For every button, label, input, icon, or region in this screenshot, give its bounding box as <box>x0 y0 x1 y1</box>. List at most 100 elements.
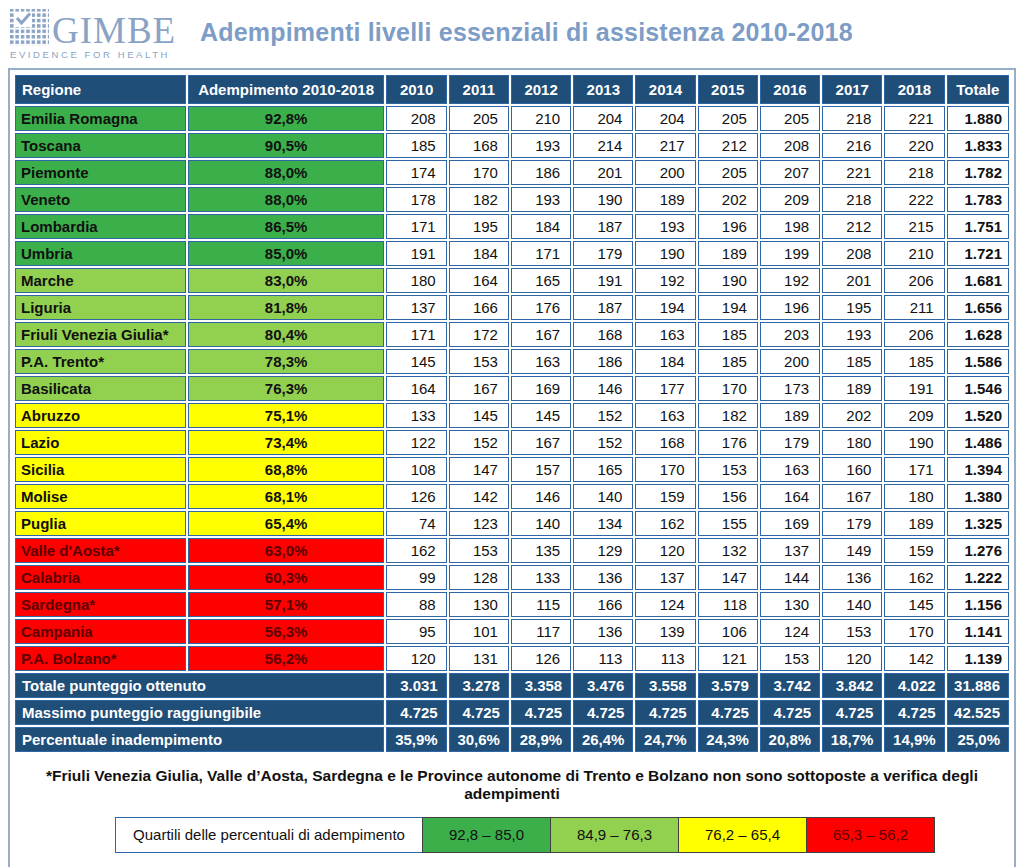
year-value-cell: 165 <box>573 457 633 482</box>
year-value-cell: 122 <box>386 430 446 455</box>
year-value-cell: 124 <box>760 619 820 644</box>
year-value-cell: 184 <box>449 241 509 266</box>
year-value-cell: 204 <box>573 106 633 131</box>
year-value-cell: 186 <box>573 349 633 374</box>
column-header: Totale <box>947 75 1009 104</box>
column-header: 2012 <box>511 75 571 104</box>
adempimento-cell: 81,8% <box>188 295 385 320</box>
row-total-cell: 1.486 <box>947 430 1009 455</box>
year-value-cell: 205 <box>449 106 509 131</box>
adempimento-cell: 90,5% <box>188 133 385 158</box>
row-total-cell: 1.276 <box>947 538 1009 563</box>
row-total-cell: 1.222 <box>947 565 1009 590</box>
year-value-cell: 113 <box>635 646 695 671</box>
year-value-cell: 132 <box>698 538 758 563</box>
table-row: Lazio73,4%1221521671521681761791801901.4… <box>15 430 1009 455</box>
table-row: Abruzzo75,1%1331451451521631821892022091… <box>15 403 1009 428</box>
row-total-cell: 1.833 <box>947 133 1009 158</box>
year-value-cell: 196 <box>698 214 758 239</box>
year-value-cell: 165 <box>511 268 571 293</box>
region-cell: Valle d'Aosta* <box>15 538 186 563</box>
year-value-cell: 186 <box>511 160 571 185</box>
year-value-cell: 182 <box>449 187 509 212</box>
summary-value-cell: 4.725 <box>698 700 758 725</box>
year-value-cell: 113 <box>573 646 633 671</box>
region-cell: Lazio <box>15 430 186 455</box>
year-value-cell: 209 <box>884 403 944 428</box>
legend-item: 65,3 – 56,2 <box>806 817 935 853</box>
year-value-cell: 199 <box>760 241 820 266</box>
year-value-cell: 212 <box>822 214 882 239</box>
column-header: 2016 <box>760 75 820 104</box>
region-cell: Lombardia <box>15 214 186 239</box>
year-value-cell: 145 <box>884 592 944 617</box>
year-value-cell: 171 <box>386 322 446 347</box>
gimbe-logo-main: GIMBE <box>10 8 182 48</box>
summary-total-cell: 42.525 <box>947 700 1009 725</box>
year-value-cell: 195 <box>822 295 882 320</box>
year-value-cell: 168 <box>573 322 633 347</box>
table-row: Veneto88,0%1781821931901892022092182221.… <box>15 187 1009 212</box>
grid-check-icon <box>10 8 52 48</box>
year-value-cell: 200 <box>635 160 695 185</box>
year-value-cell: 137 <box>635 565 695 590</box>
year-value-cell: 185 <box>698 349 758 374</box>
year-value-cell: 144 <box>760 565 820 590</box>
summary-value-cell: 14,9% <box>884 727 944 752</box>
year-value-cell: 162 <box>884 565 944 590</box>
table-row: Molise68,1%1261421461401591561641671801.… <box>15 484 1009 509</box>
region-cell: Umbria <box>15 241 186 266</box>
year-value-cell: 162 <box>635 511 695 536</box>
adempimento-cell: 78,3% <box>188 349 385 374</box>
region-cell: P.A. Bolzano* <box>15 646 186 671</box>
year-value-cell: 189 <box>635 187 695 212</box>
year-value-cell: 185 <box>386 133 446 158</box>
table-row: P.A. Trento*78,3%14515316318618418520018… <box>15 349 1009 374</box>
table-row: Sardegna*57,1%88130115166124118130140145… <box>15 592 1009 617</box>
region-cell: Campania <box>15 619 186 644</box>
year-value-cell: 120 <box>635 538 695 563</box>
year-value-cell: 185 <box>822 349 882 374</box>
table-row: Emilia Romagna92,8%208205210204204205205… <box>15 106 1009 131</box>
year-value-cell: 120 <box>822 646 882 671</box>
summary-value-cell: 3.031 <box>386 673 446 698</box>
column-header: Adempimento 2010-2018 <box>188 75 385 104</box>
summary-total-cell: 31.886 <box>947 673 1009 698</box>
year-value-cell: 145 <box>511 403 571 428</box>
year-value-cell: 210 <box>511 106 571 131</box>
adempimento-cell: 88,0% <box>188 160 385 185</box>
year-value-cell: 221 <box>822 160 882 185</box>
summary-value-cell: 24,7% <box>635 727 695 752</box>
year-value-cell: 176 <box>511 295 571 320</box>
year-value-cell: 145 <box>386 349 446 374</box>
year-value-cell: 140 <box>573 484 633 509</box>
row-total-cell: 1.880 <box>947 106 1009 131</box>
year-value-cell: 168 <box>449 133 509 158</box>
year-value-cell: 160 <box>822 457 882 482</box>
year-value-cell: 157 <box>511 457 571 482</box>
year-value-cell: 204 <box>635 106 695 131</box>
region-cell: Molise <box>15 484 186 509</box>
year-value-cell: 201 <box>822 268 882 293</box>
year-value-cell: 187 <box>573 214 633 239</box>
summary-total-cell: 25,0% <box>947 727 1009 752</box>
year-value-cell: 126 <box>511 646 571 671</box>
year-value-cell: 117 <box>511 619 571 644</box>
year-value-cell: 133 <box>511 565 571 590</box>
year-value-cell: 194 <box>698 295 758 320</box>
adempimento-cell: 68,1% <box>188 484 385 509</box>
table-row: P.A. Bolzano*56,2%1201311261131131211531… <box>15 646 1009 671</box>
column-header: 2010 <box>386 75 446 104</box>
adempimento-cell: 92,8% <box>188 106 385 131</box>
year-value-cell: 171 <box>884 457 944 482</box>
year-value-cell: 170 <box>449 160 509 185</box>
summary-value-cell: 18,7% <box>822 727 882 752</box>
year-value-cell: 169 <box>760 511 820 536</box>
summary-value-cell: 28,9% <box>511 727 571 752</box>
row-total-cell: 1.628 <box>947 322 1009 347</box>
year-value-cell: 203 <box>760 322 820 347</box>
year-value-cell: 220 <box>884 133 944 158</box>
year-value-cell: 168 <box>635 430 695 455</box>
year-value-cell: 208 <box>386 106 446 131</box>
year-value-cell: 163 <box>635 403 695 428</box>
